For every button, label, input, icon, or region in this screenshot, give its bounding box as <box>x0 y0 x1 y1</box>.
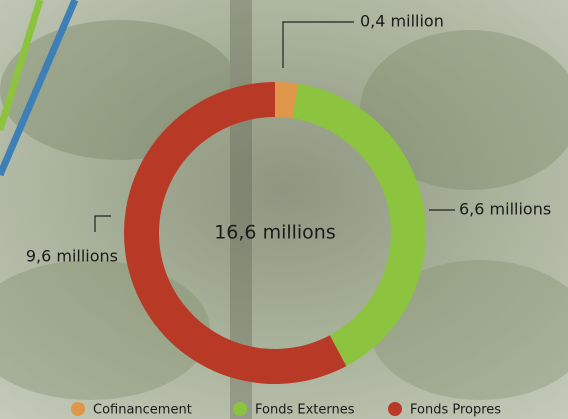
legend-swatch <box>388 402 402 416</box>
value-label: 0,4 million <box>360 12 444 31</box>
value-label: 9,6 millions <box>26 247 118 266</box>
legend-label: Cofinancement <box>93 403 192 418</box>
donut-segment <box>275 82 298 119</box>
center-label: 16,6 millions <box>214 222 336 244</box>
donut-segment <box>292 83 426 367</box>
legend-label: Fonds Propres <box>410 403 501 418</box>
leader-line <box>282 21 354 68</box>
leader-line <box>94 215 111 232</box>
legend-swatch <box>71 402 85 416</box>
decor-stripe <box>0 0 44 132</box>
legend-label: Fonds Externes <box>255 403 355 418</box>
donut-segment <box>123 82 347 385</box>
decor-stripe <box>0 0 79 177</box>
legend-swatch <box>233 402 247 416</box>
value-label: 6,6 millions <box>459 200 551 219</box>
